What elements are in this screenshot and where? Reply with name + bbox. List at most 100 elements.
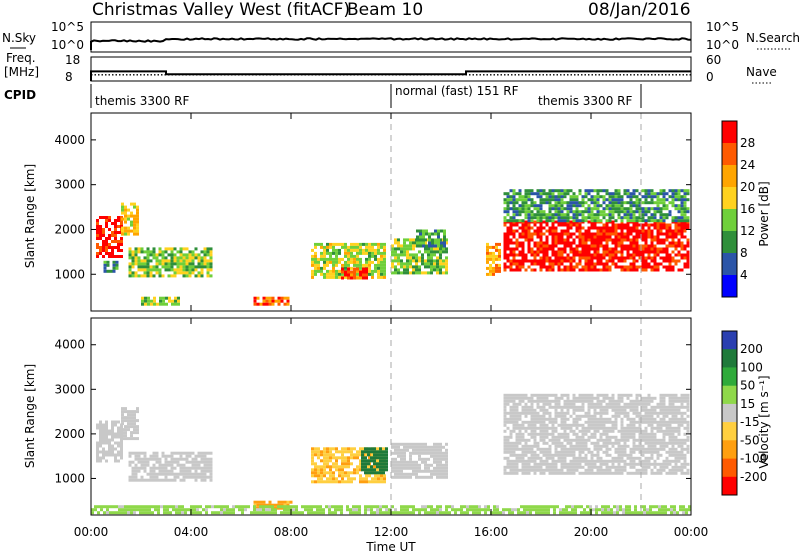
power-cell: [406, 244, 409, 248]
velocity-cell: [650, 399, 654, 403]
power-cell: [605, 223, 609, 227]
power-cell: [584, 201, 588, 205]
velocity-cell: [505, 508, 508, 512]
velocity-cell: [503, 456, 507, 460]
power-cell: [503, 210, 507, 214]
power-cell: [587, 238, 591, 242]
velocity-cell: [653, 471, 657, 475]
power-cell: [344, 275, 347, 279]
power-cell: [320, 266, 323, 270]
velocity-cell: [551, 429, 555, 433]
velocity-cell: [545, 396, 549, 400]
velocity-cell: [118, 508, 121, 512]
power-cell: [431, 232, 434, 236]
velocity-cell: [385, 459, 388, 463]
power-cell: [347, 248, 350, 252]
velocity-cell: [506, 396, 510, 400]
velocity-cell: [518, 435, 522, 439]
velocity-cell: [572, 402, 576, 406]
power-ytick-label: 3000: [54, 178, 85, 192]
power-cell: [437, 238, 440, 242]
power-cell: [182, 268, 186, 272]
velocity-cell: [478, 505, 481, 509]
velocity-cell: [638, 447, 642, 451]
velocity-cell: [161, 463, 165, 467]
power-cell: [569, 259, 573, 263]
velocity-cell: [560, 462, 564, 466]
velocity-cell: [164, 469, 168, 473]
velocity-cell: [358, 508, 361, 512]
power-cell: [121, 229, 124, 233]
power-cell: [548, 259, 552, 263]
power-cell: [434, 244, 437, 248]
velocity-cell: [578, 444, 582, 448]
velocity-cell: [512, 459, 516, 463]
power-cell: [311, 272, 314, 276]
velocity-cell: [566, 426, 570, 430]
velocity-cell: [593, 462, 597, 466]
velocity-cell: [149, 466, 153, 470]
power-cell: [509, 247, 513, 251]
power-cell: [433, 262, 436, 266]
velocity-cell: [686, 438, 690, 442]
velocity-cell: [105, 429, 108, 433]
velocity-cell: [650, 420, 654, 424]
velocity-cell: [524, 405, 528, 409]
power-cell: [683, 229, 687, 233]
power-cell: [674, 232, 678, 236]
velocity-cell: [96, 459, 99, 463]
velocity-cell: [341, 465, 344, 469]
velocity-cell: [554, 465, 558, 469]
power-cell: [332, 275, 335, 279]
power-cell: [430, 259, 433, 263]
velocity-cell: [146, 457, 150, 461]
power-cell: [614, 207, 618, 211]
velocity-cell: [596, 429, 600, 433]
power-cell: [515, 241, 519, 245]
velocity-cell: [391, 469, 394, 473]
velocity-cell: [203, 469, 207, 473]
velocity-cell: [203, 463, 207, 467]
velocity-cell: [506, 441, 510, 445]
power-cell: [566, 259, 570, 263]
velocity-cell: [418, 445, 421, 449]
velocity-cell: [677, 441, 681, 445]
power-cell: [542, 213, 546, 217]
power-cell: [383, 275, 386, 279]
power-cell: [329, 242, 332, 246]
power-region-1: [121, 202, 139, 236]
power-cell: [659, 201, 663, 205]
power-cell: [495, 242, 498, 246]
power-cell: [647, 195, 651, 199]
power-cell: [200, 262, 204, 266]
velocity-cell: [415, 472, 418, 476]
power-cell: [602, 201, 606, 205]
nsky-frame: [90, 21, 692, 53]
power-cell: [374, 266, 377, 270]
power-cell: [638, 216, 642, 220]
power-cell: [590, 213, 594, 217]
velocity-cell: [581, 414, 585, 418]
velocity-cell: [128, 478, 132, 482]
power-cell: [575, 250, 579, 254]
velocity-cell: [623, 402, 627, 406]
power-cell: [182, 271, 186, 275]
velocity-cell: [209, 460, 213, 464]
velocity-cell: [149, 478, 153, 482]
velocity-cell: [566, 399, 570, 403]
power-cell: [521, 244, 525, 248]
power-cell: [545, 244, 549, 248]
velocity-cell: [433, 469, 436, 473]
power-cell: [150, 302, 153, 306]
velocity-cell: [668, 459, 672, 463]
velocity-cell: [677, 450, 681, 454]
power-cell: [415, 262, 418, 266]
power-cell: [533, 216, 537, 220]
power-cell: [644, 223, 648, 227]
velocity-cell: [638, 462, 642, 466]
velocity-cell: [572, 417, 576, 421]
velocity-cell: [515, 465, 519, 469]
velocity-cell: [163, 505, 166, 509]
velocity-cell: [102, 432, 105, 436]
power-cell: [563, 256, 567, 260]
